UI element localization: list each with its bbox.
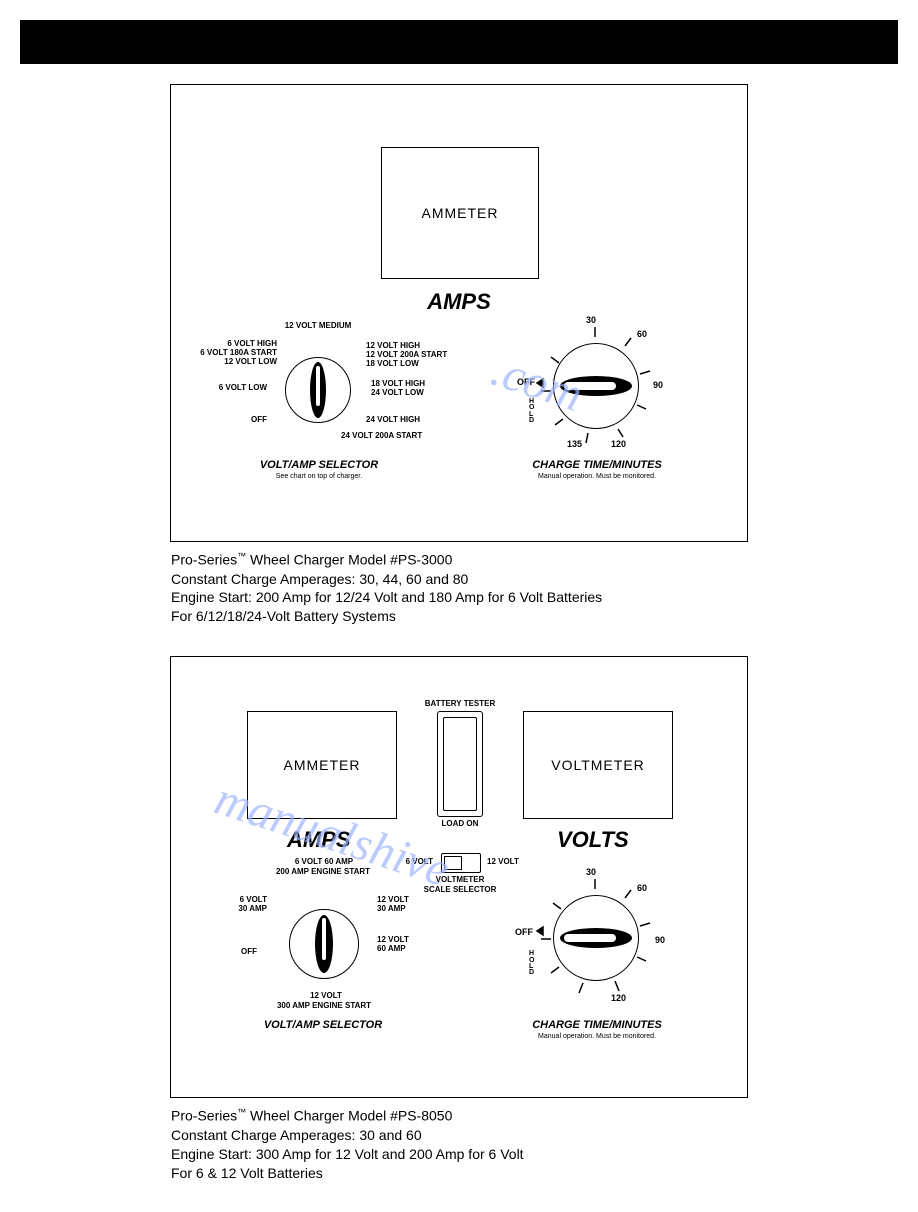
timer-ticks-icon [531, 321, 659, 449]
hold-1: HOLD [529, 399, 534, 424]
selector-sub-1: See chart on top of charger. [219, 473, 419, 480]
amps-label-2: AMPS [287, 827, 351, 853]
desc1-line2: Constant Charge Amperages: 30, 44, 60 an… [171, 571, 468, 587]
dial-left3: 12 VOLT LOW [224, 357, 277, 366]
timer-sub-1: Manual operation. Must be monitored. [497, 473, 697, 480]
dial-top: 12 VOLT MEDIUM [283, 321, 353, 330]
d-right4: 60 AMP [377, 944, 406, 953]
battery-tester-switch[interactable] [437, 711, 483, 817]
d-bot1: 12 VOLT [301, 991, 351, 1000]
d-right3: 12 VOLT [377, 935, 409, 944]
dial-right6: 24 VOLT HIGH [366, 415, 420, 424]
dial-right5: 24 VOLT LOW [371, 388, 424, 397]
desc2-line4: For 6 & 12 Volt Batteries [171, 1165, 323, 1181]
desc2-line2: Constant Charge Amperages: 30 and 60 [171, 1127, 422, 1143]
desc1-line4: For 6/12/18/24-Volt Battery Systems [171, 608, 396, 624]
t30-2: 30 [586, 867, 596, 877]
timer-title-1: CHARGE TIME/MINUTES [497, 459, 697, 471]
description-ps8050: Pro-Series™ Wheel Charger Model #PS-8050… [171, 1106, 747, 1182]
ammeter-label: AMMETER [422, 205, 499, 221]
d-top2: 200 AMP ENGINE START [263, 867, 383, 876]
volt-amp-selector-knob[interactable] [285, 357, 351, 423]
tm1: ™ [237, 551, 246, 561]
header-bar [20, 20, 898, 64]
volts-label: VOLTS [557, 827, 629, 853]
voltmeter-label: VOLTMETER [551, 757, 645, 773]
dial-right2: 12 VOLT 200A START [366, 350, 447, 359]
ammeter-label-2: AMMETER [284, 757, 361, 773]
t135: 135 [567, 439, 582, 449]
panel-ps8050: AMMETER VOLTMETER AMPS VOLTS BATTERY TES… [170, 656, 748, 1098]
d-right1: 12 VOLT [377, 895, 409, 904]
d-top1: 6 VOLT 60 AMP [279, 857, 369, 866]
scale-label2: SCALE SELECTOR [415, 885, 505, 894]
desc2-line1b: Wheel Charger Model #PS-8050 [246, 1108, 452, 1124]
t120: 120 [611, 439, 626, 449]
t90-2: 90 [655, 935, 665, 945]
t30: 30 [586, 315, 596, 325]
d-right2: 30 AMP [377, 904, 406, 913]
desc1-line1a: Pro-Series [171, 552, 237, 568]
voltmeter-scale-selector[interactable] [441, 853, 481, 873]
dial-right3: 18 VOLT LOW [366, 359, 419, 368]
ammeter-box-2: AMMETER [247, 711, 397, 819]
dial-right1: 12 VOLT HIGH [366, 341, 420, 350]
t120-2: 120 [611, 993, 626, 1003]
dial-off: OFF [251, 415, 267, 424]
scale-12v: 12 VOLT [487, 857, 527, 866]
scale-6v: 6 VOLT [393, 857, 433, 866]
dial-right4: 18 VOLT HIGH [371, 379, 425, 388]
d-left2: 30 AMP [238, 904, 267, 913]
t90: 90 [653, 380, 663, 390]
load-on-label: LOAD ON [421, 819, 499, 828]
voltmeter-box: VOLTMETER [523, 711, 673, 819]
selector-title-2: VOLT/AMP SELECTOR [223, 1019, 423, 1031]
battery-tester-label: BATTERY TESTER [421, 699, 499, 708]
d-left1: 6 VOLT [240, 895, 267, 904]
timer-sub-2: Manual operation. Must be monitored. [497, 1033, 697, 1040]
t60: 60 [637, 329, 647, 339]
desc1-line3: Engine Start: 200 Amp for 12/24 Volt and… [171, 589, 602, 605]
selector-title-1: VOLT/AMP SELECTOR [219, 459, 419, 471]
desc2-line1a: Pro-Series [171, 1108, 237, 1124]
knob-pointer-icon [290, 910, 358, 978]
scale-label1: VOLTMETER [421, 875, 499, 884]
t60-2: 60 [637, 883, 647, 893]
toff-2: OFF [515, 927, 533, 937]
tm2: ™ [237, 1107, 246, 1117]
amps-label: AMPS [409, 289, 509, 315]
description-ps3000: Pro-Series™ Wheel Charger Model #PS-3000… [171, 550, 747, 626]
dial-left4: 6 VOLT LOW [219, 383, 267, 392]
d-off: OFF [241, 947, 257, 956]
desc1-line1b: Wheel Charger Model #PS-3000 [246, 552, 452, 568]
toff: OFF [517, 377, 535, 387]
dial-right7: 24 VOLT 200A START [341, 431, 422, 440]
timer-title-2: CHARGE TIME/MINUTES [497, 1019, 697, 1031]
knob-pointer-icon [286, 358, 350, 422]
hold-2: HOLD [529, 951, 534, 976]
dial-left1: 6 VOLT HIGH [227, 339, 277, 348]
desc2-line3: Engine Start: 300 Amp for 12 Volt and 20… [171, 1146, 524, 1162]
panel-ps3000: AMMETER AMPS 12 VOLT MEDIUM 6 VOLT HIGH … [170, 84, 748, 542]
volt-amp-selector-knob-2[interactable] [289, 909, 359, 979]
dial-left2: 6 VOLT 180A START [200, 348, 277, 357]
d-bot2: 300 AMP ENGINE START [269, 1001, 379, 1010]
ammeter-box: AMMETER [381, 147, 539, 279]
